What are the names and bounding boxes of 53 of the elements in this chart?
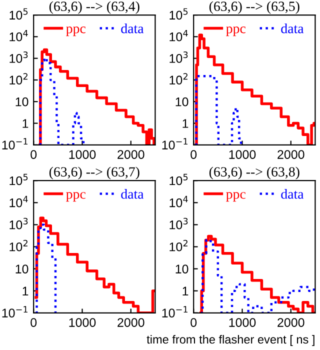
x-tick-label: 2000 [278,150,304,159]
y-tick-label: 10$^{3}$ [10,218,28,230]
y-tick-label: 10$^{2}$ [170,73,188,85]
legend-label: data [281,189,304,199]
legend-label: data [281,23,304,34]
chart-title: (63,6) --> (63,4) [49,1,140,14]
y-tick-label: 10$^{2}$ [10,240,28,252]
y-tick-label: 10$^{−1}$ [2,306,28,318]
y-tick-label: 10$^{4}$ [10,196,28,208]
chart-title: (63,6) --> (63,7) [49,166,140,180]
x-tick-label: 0 [190,318,197,327]
x-tick-label: 2000 [118,318,144,327]
x-tick-label: 1000 [69,318,96,327]
x-tick-label: 1000 [229,318,256,327]
y-tick-label: 10$^{3}$ [10,51,28,63]
y-tick-label: 10$^{2}$ [10,73,28,85]
y-tick-label: 10$^{5}$ [170,174,188,186]
y-tick-label: 10$^{3}$ [170,218,188,230]
legend-label: ppc [66,192,86,202]
x-tick-label: 0 [30,318,37,327]
y-tick-label: 1 [22,286,28,296]
x-tick-label: 0 [190,150,197,159]
y-tick-label: 10$^{3}$ [170,51,188,63]
x-tick-label: 1000 [69,150,96,159]
series-label: ppc [226,26,246,36]
legend-label: data [121,23,144,34]
y-tick-label: 10$^{−1}$ [162,138,188,150]
legend-label: ppc [66,26,86,36]
y-tick-label: 10 [176,264,188,274]
y-tick-label: 10$^{5}$ [10,174,28,186]
y-tick-label: 10 [16,264,28,274]
x-tick-label: 2000 [118,150,144,159]
y-tick-label: 10$^{−1}$ [162,306,188,318]
y-tick-label: 10$^{5}$ [170,8,188,20]
x-tick-label: 0 [30,150,37,159]
legend-label: data [121,189,144,199]
x-tick-label: 1000 [229,150,256,159]
y-tick-label: 10$^{2}$ [170,240,188,252]
y-tick-label: 10$^{−1}$ [2,138,28,150]
y-tick-label: 10 [176,97,188,106]
y-tick-label: 10$^{4}$ [170,30,188,42]
x-axis-title: time from the flasher event [ ns ] [146,334,314,346]
text: ppc [226,192,246,202]
y-tick-label: 1 [22,119,28,128]
chart-title: (63,6) --> (63,5) [209,1,300,14]
y-tick-label: 10 [16,97,28,106]
x-tick-label: 2000 [278,318,304,327]
y-tick-label: 10$^{5}$ [10,8,28,20]
chart-title: (63,6) --> (63,8) [209,166,300,180]
y-tick-label: 1 [182,119,188,128]
y-tick-label: 10$^{4}$ [10,30,28,42]
y-tick-label: 1 [182,286,188,296]
y-tick-label: 10$^{4}$ [170,196,188,208]
